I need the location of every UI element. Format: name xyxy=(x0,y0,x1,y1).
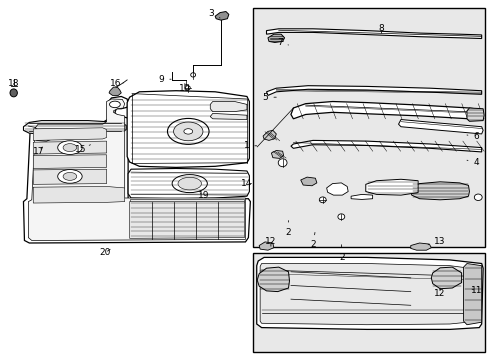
Polygon shape xyxy=(256,257,482,329)
Ellipse shape xyxy=(167,118,209,144)
Ellipse shape xyxy=(178,177,201,190)
Ellipse shape xyxy=(172,175,207,193)
Text: 3: 3 xyxy=(208,9,220,18)
Polygon shape xyxy=(398,120,482,134)
Polygon shape xyxy=(129,202,244,238)
Polygon shape xyxy=(33,186,124,203)
Ellipse shape xyxy=(319,197,325,203)
Polygon shape xyxy=(267,34,284,42)
Text: 8: 8 xyxy=(378,24,384,33)
Ellipse shape xyxy=(173,122,203,141)
Polygon shape xyxy=(109,87,121,95)
Text: 4: 4 xyxy=(466,158,478,167)
Text: 15: 15 xyxy=(75,145,90,154)
Polygon shape xyxy=(215,12,228,20)
Text: 2: 2 xyxy=(309,233,315,249)
Polygon shape xyxy=(266,86,481,95)
Ellipse shape xyxy=(109,101,120,108)
Polygon shape xyxy=(263,130,276,140)
Bar xyxy=(253,8,484,247)
Text: 2: 2 xyxy=(285,221,291,237)
Polygon shape xyxy=(463,264,481,325)
Polygon shape xyxy=(33,128,106,140)
Ellipse shape xyxy=(58,141,82,154)
Ellipse shape xyxy=(190,73,195,77)
Polygon shape xyxy=(300,177,316,186)
Polygon shape xyxy=(35,132,54,141)
Ellipse shape xyxy=(58,170,82,183)
Polygon shape xyxy=(259,242,273,250)
Polygon shape xyxy=(326,183,347,195)
Polygon shape xyxy=(257,267,289,292)
Polygon shape xyxy=(33,155,106,168)
Polygon shape xyxy=(290,102,482,120)
Text: 1: 1 xyxy=(243,141,256,150)
Text: 5: 5 xyxy=(262,93,276,102)
Polygon shape xyxy=(129,199,244,202)
Polygon shape xyxy=(210,102,246,112)
Ellipse shape xyxy=(278,159,286,167)
Ellipse shape xyxy=(10,89,18,97)
Polygon shape xyxy=(127,91,249,167)
Polygon shape xyxy=(410,243,430,250)
Polygon shape xyxy=(23,121,126,134)
Polygon shape xyxy=(28,99,245,240)
Polygon shape xyxy=(266,29,481,39)
Polygon shape xyxy=(350,194,372,199)
Polygon shape xyxy=(271,150,283,158)
Text: 12: 12 xyxy=(264,237,276,246)
Polygon shape xyxy=(33,169,106,184)
Text: 17: 17 xyxy=(33,147,45,156)
Ellipse shape xyxy=(473,194,481,201)
Polygon shape xyxy=(466,108,483,121)
Text: 7: 7 xyxy=(276,38,288,47)
Text: 13: 13 xyxy=(427,237,445,246)
Polygon shape xyxy=(128,168,249,199)
Text: 18: 18 xyxy=(8,79,20,88)
Text: 6: 6 xyxy=(466,132,478,141)
Polygon shape xyxy=(210,113,246,120)
Polygon shape xyxy=(33,141,106,154)
Ellipse shape xyxy=(185,86,190,90)
Ellipse shape xyxy=(337,214,344,220)
Text: 9: 9 xyxy=(158,75,171,84)
Text: 19: 19 xyxy=(197,191,209,199)
Text: 12: 12 xyxy=(433,288,445,298)
Ellipse shape xyxy=(63,172,77,180)
Text: 14: 14 xyxy=(240,179,252,188)
Polygon shape xyxy=(430,267,461,289)
Text: 11: 11 xyxy=(469,287,481,295)
Polygon shape xyxy=(260,264,477,325)
Ellipse shape xyxy=(63,144,77,152)
Polygon shape xyxy=(290,140,481,152)
Ellipse shape xyxy=(183,129,192,134)
Text: 20: 20 xyxy=(99,248,111,257)
Text: 16: 16 xyxy=(110,79,122,88)
Polygon shape xyxy=(23,96,250,243)
Bar xyxy=(253,253,484,352)
Text: 10: 10 xyxy=(179,84,190,93)
Text: 2: 2 xyxy=(339,245,345,262)
Polygon shape xyxy=(410,182,468,200)
Polygon shape xyxy=(365,179,417,195)
